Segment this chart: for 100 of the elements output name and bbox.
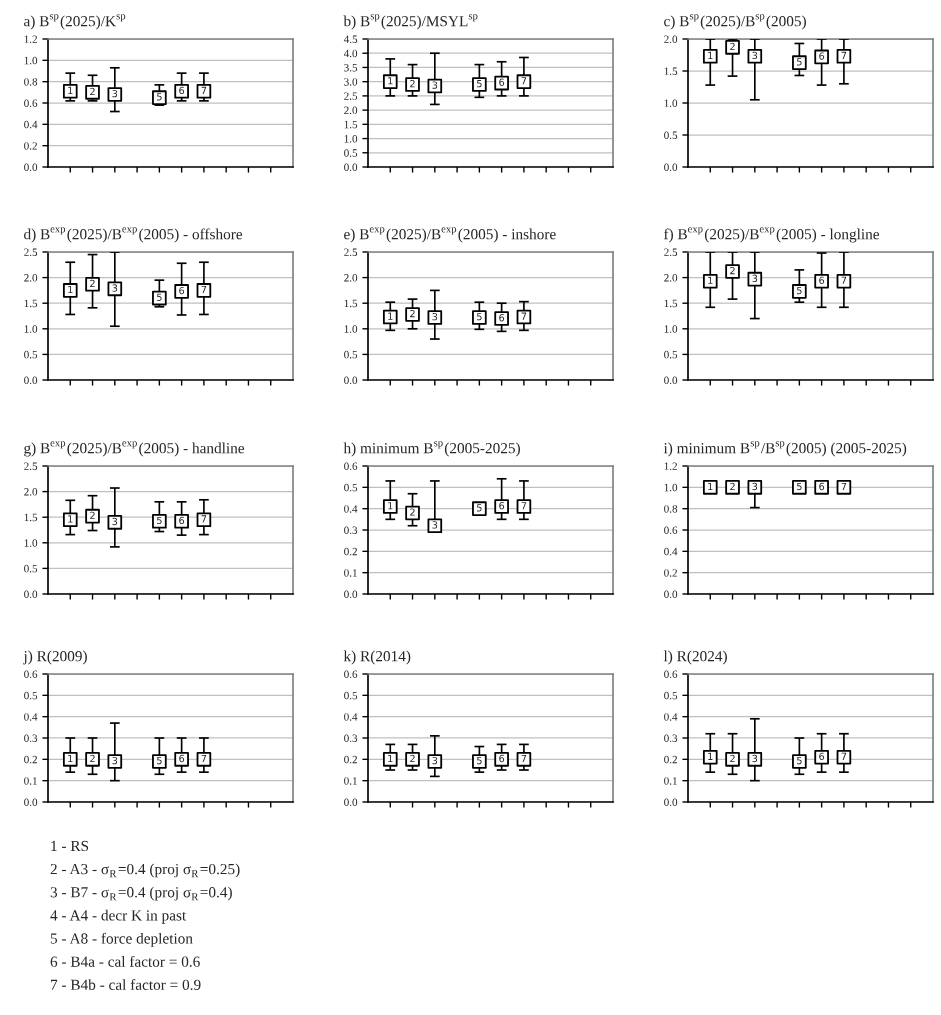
y-tick-label: 1.0 (24, 56, 38, 65)
y-tick-label: 0.4 (24, 120, 38, 129)
annotation: 1 (68, 86, 73, 94)
annotation: 5 (477, 757, 482, 765)
annotation: 1 (388, 502, 393, 510)
y-tick-label: 0.6 (664, 670, 678, 679)
y-tick-label: 0.1 (24, 777, 37, 785)
y-tick-label: 0.0 (664, 163, 678, 172)
y-tick-label: 3.0 (344, 78, 358, 86)
y-tick-label: 0.6 (24, 670, 38, 679)
annotation: 7 (521, 502, 527, 510)
annotation: 5 (477, 504, 482, 512)
y-tick-label: 0.1 (344, 777, 357, 785)
annotation: 5 (157, 516, 162, 525)
annotation: 5 (477, 313, 482, 321)
annotation: 6 (819, 276, 825, 284)
annotation: 3 (112, 756, 118, 765)
y-tick-label: 1.0 (24, 539, 38, 547)
annotation: 2 (730, 754, 735, 763)
annotation: 7 (201, 86, 207, 94)
y-tick-label: 1.5 (24, 299, 38, 308)
y-tick-label: 0.0 (344, 376, 358, 385)
y-tick-label: 0.3 (344, 734, 358, 743)
y-tick-label: 2.0 (24, 488, 38, 496)
y-tick-label: 1.0 (344, 135, 358, 143)
y-tick-label: 0.3 (664, 734, 678, 743)
y-tick-label: 0.5 (664, 350, 678, 359)
y-tick-label: 2.0 (664, 35, 678, 44)
y-tick-label: 1.5 (344, 299, 358, 308)
y-tick-label: 0.8 (664, 505, 678, 513)
y-tick-label: 2.5 (344, 248, 358, 257)
annotation: 3 (752, 274, 758, 282)
y-tick-label: 0.5 (24, 564, 38, 573)
y-tick-label: 4.5 (343, 35, 358, 44)
annotation: 6 (179, 754, 185, 763)
y-tick-label: 0.0 (344, 163, 358, 172)
annotation: 7 (521, 754, 527, 763)
y-tick-label: 0.0 (664, 376, 678, 385)
annotation: 1 (388, 312, 393, 320)
y-tick-label: 0.4 (664, 547, 678, 556)
y-tick-label: 0.4 (344, 505, 358, 513)
annotation: 7 (521, 77, 527, 85)
annotation: 2 (410, 508, 415, 516)
annotation: 5 (157, 757, 162, 765)
y-tick-label: 0.6 (344, 462, 358, 471)
y-tick-label: 1.5 (344, 120, 358, 129)
y-tick-label: 2.5 (24, 462, 38, 471)
y-tick-label: 0.1 (664, 777, 677, 785)
y-tick-label: 0.2 (664, 569, 677, 577)
y-tick-label: 0.0 (344, 590, 358, 599)
annotation: 2 (90, 754, 95, 763)
annotation: 3 (752, 51, 758, 60)
y-tick-label: 0.2 (24, 755, 37, 764)
annotation: 7 (201, 515, 207, 523)
y-tick-label: 0.1 (344, 569, 357, 577)
annotation: 2 (410, 79, 415, 88)
chart-title: l) R(2024) (663, 650, 727, 665)
annotation: 1 (68, 754, 73, 763)
y-tick-label: 0.2 (664, 755, 677, 764)
annotation: 2 (730, 266, 735, 275)
annotation: 5 (797, 287, 802, 295)
y-tick-label: 2.5 (24, 248, 38, 257)
annotation: 1 (708, 276, 713, 284)
y-tick-label: 2.0 (24, 274, 38, 282)
text: 4 - A4 - decr K in past (50, 909, 187, 924)
chart-title: k) R(2014) (343, 650, 411, 665)
y-tick-label: 1.5 (664, 299, 678, 308)
annotation: 3 (112, 517, 118, 526)
text: 7 - B4b - cal factor = 0.9 (51, 979, 201, 991)
annotation: 3 (112, 89, 118, 98)
text: 5 - A8 - force depletion (50, 932, 193, 947)
y-tick-label: 0.0 (24, 798, 38, 807)
chart-title: j) R(2009) (23, 650, 87, 665)
annotation: 7 (201, 754, 207, 763)
y-tick-label: 1.0 (664, 483, 678, 492)
annotation: 3 (752, 482, 758, 491)
annotation: 1 (708, 752, 713, 760)
y-tick-label: 2.0 (664, 274, 678, 282)
annotation: 2 (410, 309, 415, 318)
y-tick-label: 0.5 (664, 691, 678, 700)
y-tick-label: 0.4 (664, 713, 678, 721)
annotation: 2 (90, 511, 95, 519)
y-tick-label: 1.2 (24, 35, 37, 44)
y-tick-label: 1.0 (344, 325, 358, 333)
y-tick-label: 4.0 (343, 49, 358, 58)
y-tick-label: 0.0 (24, 376, 38, 385)
annotation: 2 (90, 279, 95, 287)
y-tick-label: 1.5 (664, 67, 678, 76)
y-tick-label: 0.0 (664, 798, 678, 807)
annotation: 5 (477, 80, 482, 88)
y-tick-label: 3.5 (344, 63, 358, 72)
annotation: 6 (179, 516, 185, 525)
y-tick-label: 0.5 (664, 131, 678, 140)
annotation: 1 (708, 482, 713, 491)
annotation: 6 (499, 502, 505, 510)
y-tick-label: 0.0 (664, 590, 678, 599)
y-tick-label: 0.3 (24, 734, 38, 743)
y-tick-label: 2.5 (664, 248, 678, 257)
annotation: 1 (68, 515, 73, 523)
annotation: 6 (179, 286, 185, 295)
